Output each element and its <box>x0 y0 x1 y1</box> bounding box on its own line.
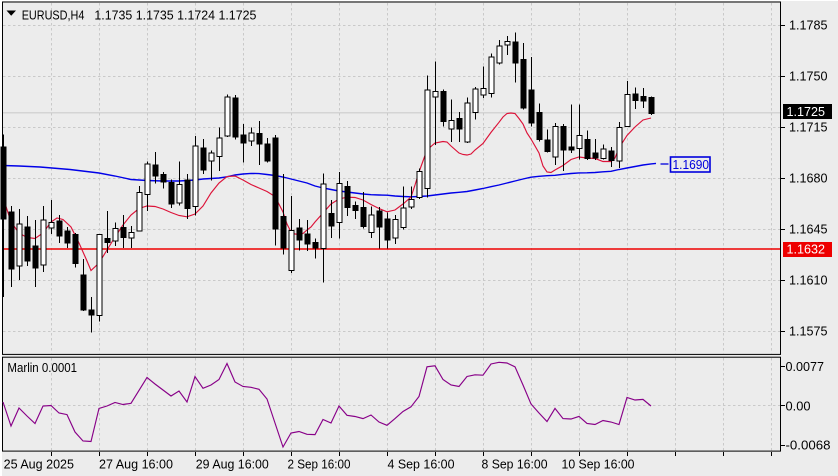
svg-text:-0.0068: -0.0068 <box>786 439 831 453</box>
svg-text:1.1610: 1.1610 <box>789 274 828 288</box>
svg-text:1.1785: 1.1785 <box>789 19 828 33</box>
svg-text:4 Sep 16:00: 4 Sep 16:00 <box>388 457 455 471</box>
svg-text:25 Aug 2025: 25 Aug 2025 <box>4 457 74 471</box>
svg-text:1.1725: 1.1725 <box>787 105 826 119</box>
svg-text:1.1680: 1.1680 <box>789 172 828 186</box>
svg-text:EURUSD,H4: EURUSD,H4 <box>22 7 85 22</box>
svg-text:1.1690: 1.1690 <box>673 157 710 172</box>
svg-text:1.1575: 1.1575 <box>789 325 828 339</box>
svg-text:1.1750: 1.1750 <box>789 70 828 84</box>
svg-text:2 Sep 16:00: 2 Sep 16:00 <box>288 457 351 471</box>
svg-text:8 Sep 16:00: 8 Sep 16:00 <box>482 457 548 471</box>
svg-text:0.00: 0.00 <box>786 400 811 414</box>
svg-text:1.1645: 1.1645 <box>789 223 828 237</box>
svg-text:10 Sep 16:00: 10 Sep 16:00 <box>562 457 635 471</box>
svg-text:27 Aug 16:00: 27 Aug 16:00 <box>99 457 173 471</box>
svg-text:1.1735 1.1735 1.1724 1.1725: 1.1735 1.1735 1.1724 1.1725 <box>94 7 256 22</box>
svg-text:0.0077: 0.0077 <box>786 360 825 374</box>
svg-text:29 Aug 16:00: 29 Aug 16:00 <box>196 457 269 471</box>
svg-text:1.1715: 1.1715 <box>789 121 828 135</box>
svg-text:Marlin 0.0001: Marlin 0.0001 <box>7 360 77 375</box>
svg-text:1.1632: 1.1632 <box>787 243 826 257</box>
